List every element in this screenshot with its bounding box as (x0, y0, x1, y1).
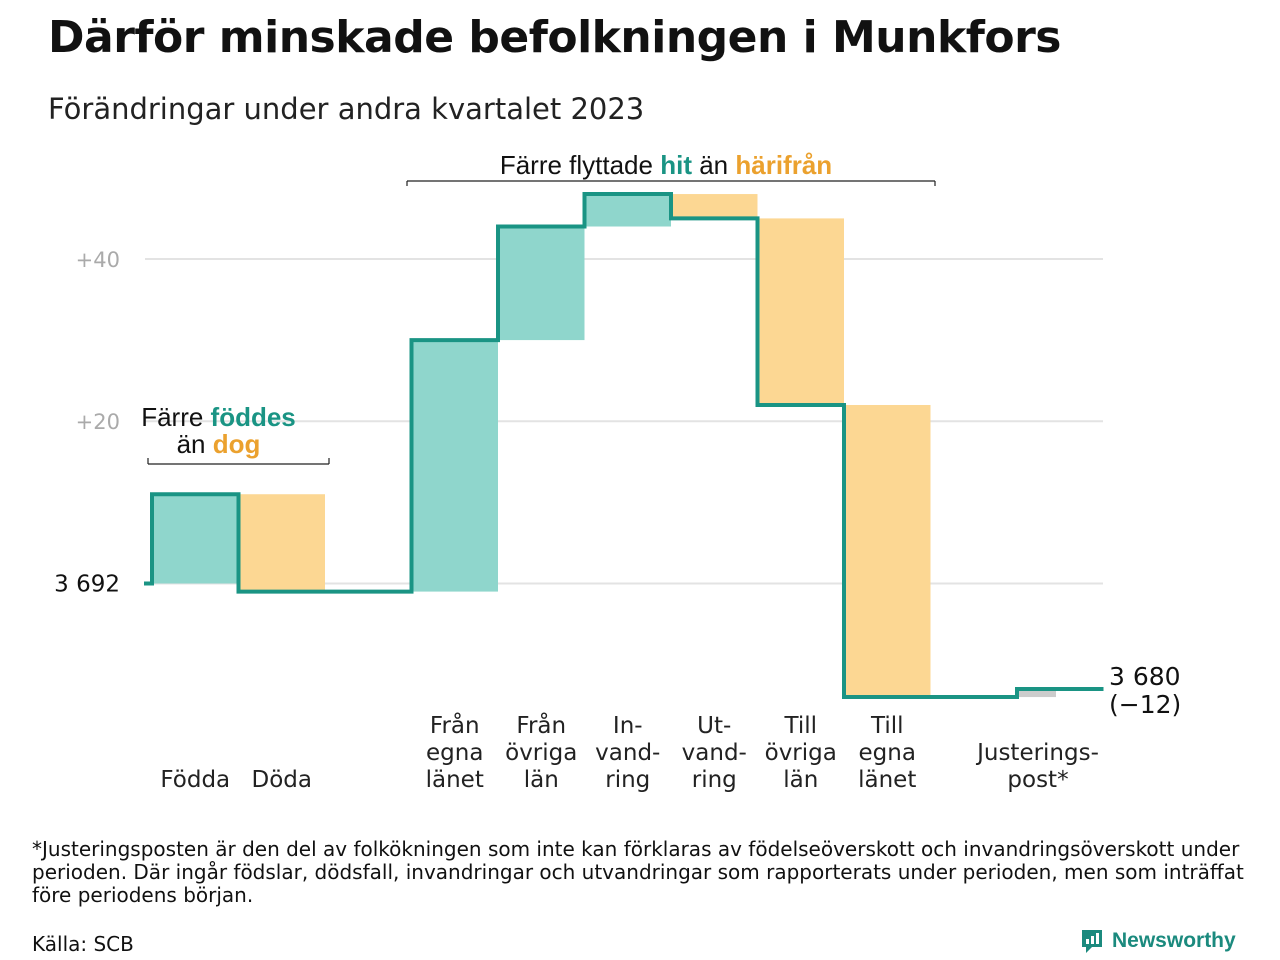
end-value-label: 3 680 (1109, 662, 1181, 691)
migration-annotation: Färre flyttade hit än härifrån (500, 150, 832, 180)
waterfall-bar (757, 218, 844, 405)
category-label: länet (858, 767, 916, 793)
category-label: vand- (682, 740, 747, 766)
migration-annotation-part: än (692, 150, 735, 180)
end-change-label: (−12) (1109, 690, 1181, 719)
waterfall-bar (671, 194, 758, 219)
category-label: övriga (765, 740, 837, 766)
births-annotation-line1-part: Färre (141, 402, 210, 432)
migration-annotation-part: hit (660, 150, 692, 180)
start-value-label: 3 692 (54, 571, 120, 597)
footnote: *Justeringsposten är den del av folkökni… (32, 837, 1244, 907)
waterfall-bar (584, 194, 671, 227)
category-label: post* (1007, 767, 1068, 793)
category-label: egna (859, 740, 916, 766)
births-annotation-line2: än dog (177, 429, 261, 459)
category-label: Från (430, 711, 480, 739)
waterfall-bar (238, 494, 325, 592)
category-label: Till (870, 713, 904, 739)
newsworthy-logo-icon (1082, 930, 1102, 953)
category-label: In- (613, 713, 643, 739)
births-annotation-line2-part: än (177, 429, 213, 459)
category-label: Justerings- (975, 740, 1099, 766)
migration-annotation-part: Färre flyttade (500, 150, 660, 180)
waterfall-bar (498, 226, 585, 341)
category-label: Ut- (697, 713, 731, 739)
brand-logo: Newsworthy (1080, 928, 1236, 954)
brand-name: Newsworthy (1112, 929, 1236, 952)
waterfall-bar (411, 340, 498, 592)
category-label: vand- (595, 740, 660, 766)
y-tick-label: +20 (76, 410, 120, 434)
births-annotation-line1-part: föddes (211, 402, 296, 432)
category-label: län (783, 767, 818, 793)
category-label: Döda (252, 767, 312, 793)
cumulative-step-line (144, 192, 1104, 700)
category-label: ring (605, 767, 650, 793)
category-label: Till (783, 713, 817, 739)
category-label: övriga (505, 740, 577, 766)
waterfall-bar (152, 494, 239, 584)
chart-title: Därför minskade befolkningen i Munkfors (48, 12, 1061, 63)
category-label: ring (692, 767, 737, 793)
y-tick-label: +40 (76, 248, 120, 272)
births-annotation-line2-part: dog (213, 429, 261, 459)
category-label: Från (516, 711, 566, 739)
category-label: Födda (160, 767, 230, 793)
category-label: län (524, 767, 559, 793)
chart-subtitle: Förändringar under andra kvartalet 2023 (48, 92, 645, 126)
category-label: egna (426, 740, 483, 766)
source-label: Källa: SCB (32, 932, 134, 956)
waterfall-bar (844, 404, 931, 698)
category-label: länet (426, 767, 484, 793)
waterfall-bar (1018, 688, 1056, 698)
births-annotation-line1: Färre föddes (141, 402, 296, 432)
migration-annotation-part: härifrån (735, 150, 832, 180)
